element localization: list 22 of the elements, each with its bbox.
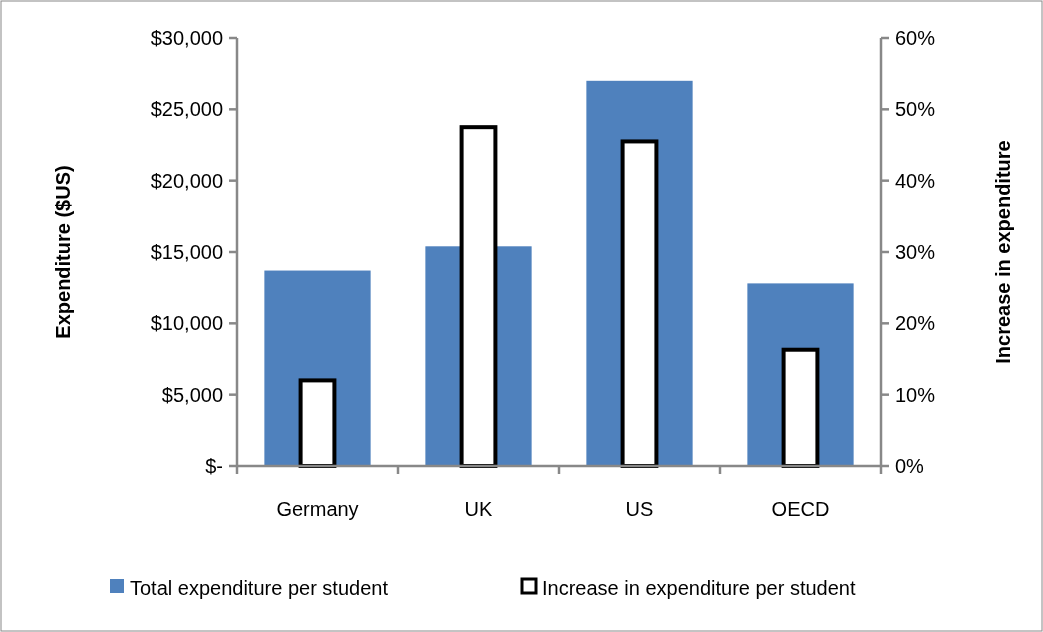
y-tick-label: $30,000 bbox=[150, 27, 223, 49]
legend-label: Total expenditure per student bbox=[130, 577, 389, 599]
x-tick-label: Germany bbox=[276, 498, 359, 520]
y2-tick-label: 0% bbox=[895, 455, 925, 477]
y2-axis-title: Increase in expenditure bbox=[992, 140, 1014, 364]
legend-label: Increase in expenditure per student bbox=[542, 577, 856, 599]
y-tick-label: $15,000 bbox=[150, 241, 223, 263]
y-tick-label: $- bbox=[205, 455, 223, 477]
x-tick-label: UK bbox=[464, 498, 494, 520]
y2-tick-label: 40% bbox=[895, 169, 936, 192]
x-tick-label: OECD bbox=[771, 498, 830, 520]
y2-tick-label: 10% bbox=[895, 383, 936, 406]
y2-tick-label: 60% bbox=[895, 27, 936, 49]
y-tick-label: $10,000 bbox=[150, 312, 223, 335]
x-tick-label: US bbox=[625, 498, 654, 520]
y-tick-label: $5,000 bbox=[161, 383, 223, 406]
y2-tick-label: 30% bbox=[895, 241, 936, 263]
y2-tick-label: 50% bbox=[895, 98, 936, 121]
y-tick-label: $25,000 bbox=[150, 98, 223, 121]
y-axis-title: Expenditure ($US) bbox=[52, 165, 74, 339]
y-tick-label: $20,000 bbox=[150, 169, 223, 192]
y2-tick-label: 20% bbox=[895, 312, 936, 335]
